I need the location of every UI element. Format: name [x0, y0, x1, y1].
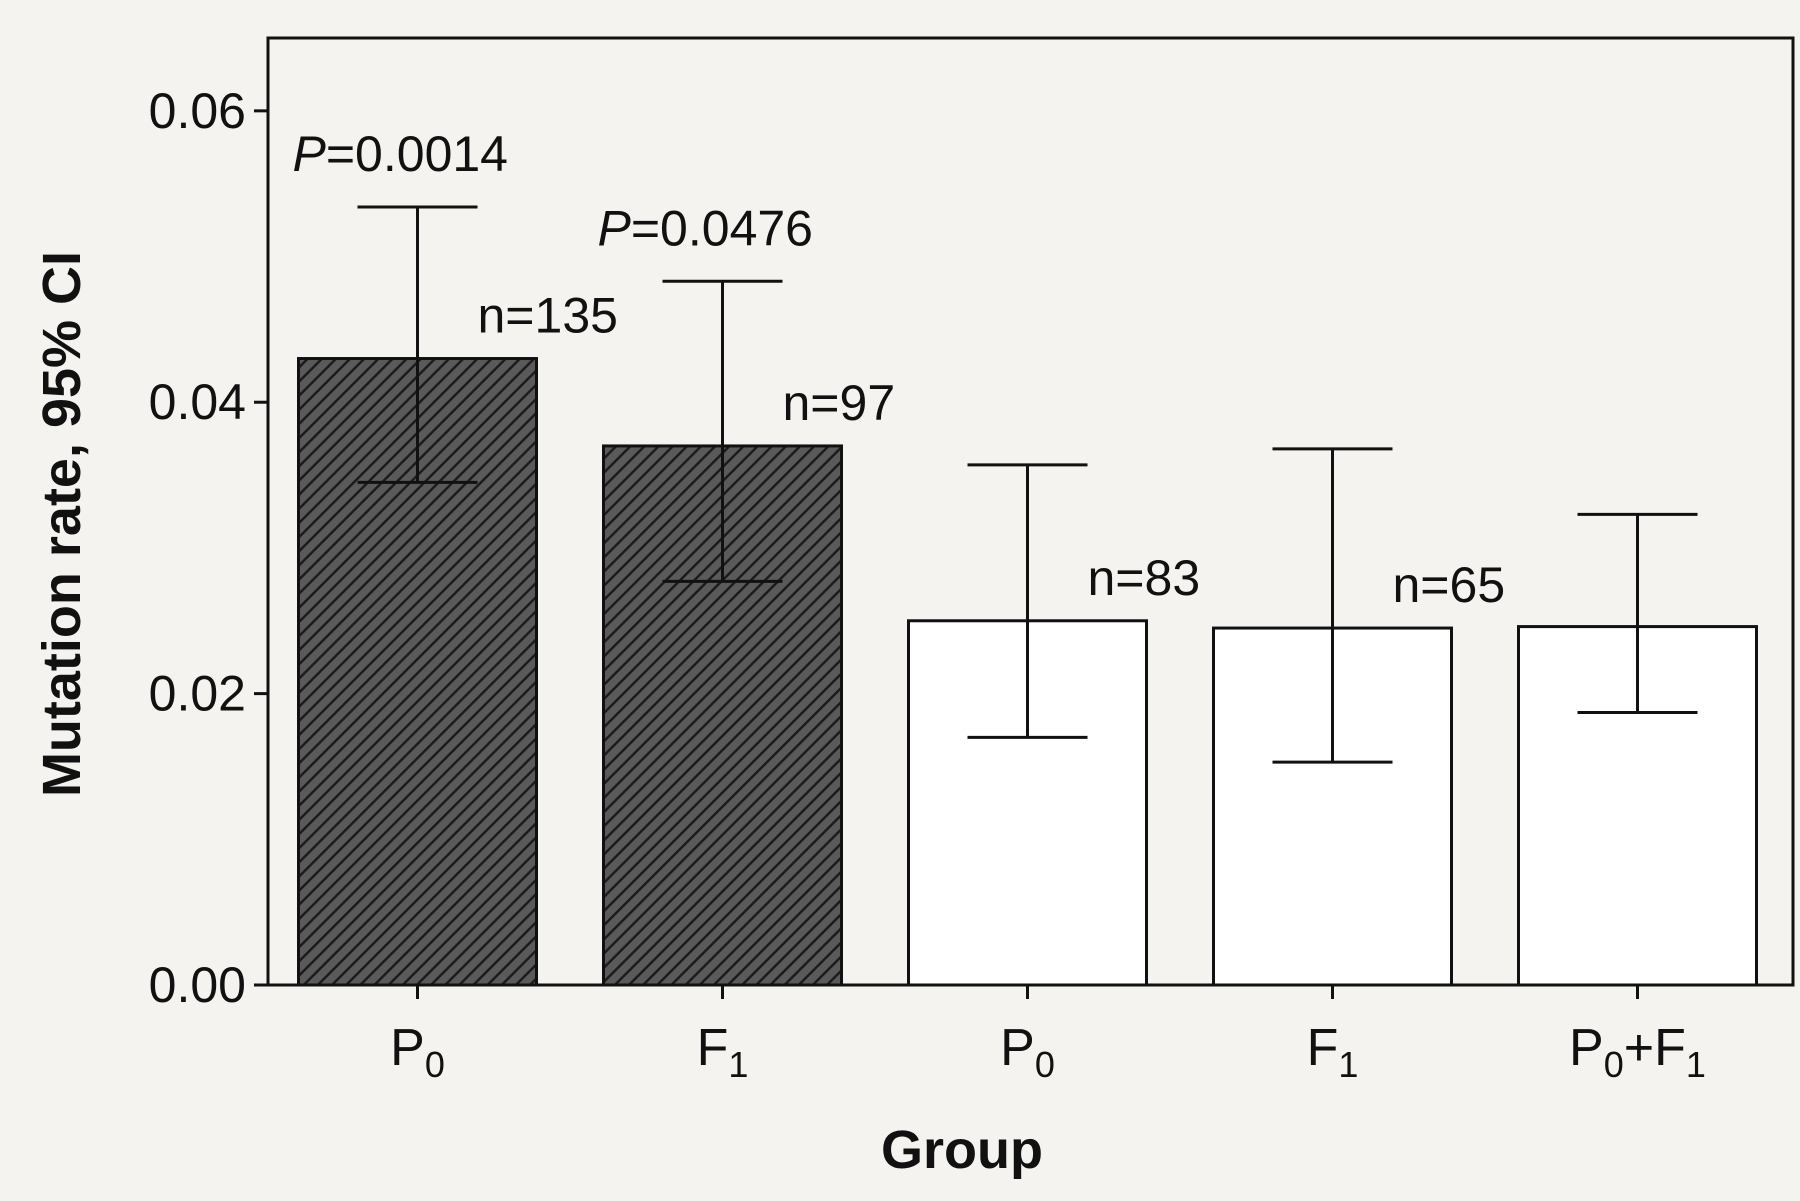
y-tick-label: 0.02 [149, 666, 246, 722]
sample-size-label: n=65 [1393, 557, 1506, 613]
p-value-label: P=0.0476 [598, 200, 814, 256]
x-tick-label: P0+F1 [1569, 1019, 1706, 1085]
y-tick-label: 0.04 [149, 374, 246, 430]
y-tick-label: 0.06 [149, 83, 246, 139]
sample-size-label: n=83 [1088, 550, 1201, 606]
x-axis-title: Group [881, 1120, 1043, 1180]
x-tick-label: P0 [1000, 1019, 1055, 1085]
y-tick-label: 0.00 [149, 957, 246, 1013]
x-tick-label: F1 [697, 1019, 749, 1085]
y-axis-title: Mutation rate, 95% CI [32, 251, 92, 797]
x-tick-label: P0 [390, 1019, 445, 1085]
p-value-label: P=0.0014 [293, 126, 509, 182]
sample-size-label: n=97 [783, 375, 896, 431]
x-tick-label: F1 [1307, 1019, 1359, 1085]
sample-size-label: n=135 [478, 288, 618, 344]
